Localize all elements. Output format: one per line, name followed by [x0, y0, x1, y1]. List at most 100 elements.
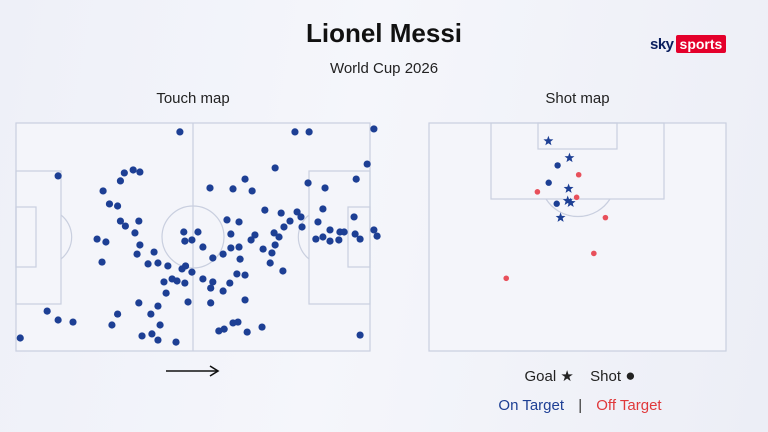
- legend-targets: On Target | Off Target: [470, 397, 690, 414]
- touch-point: [226, 279, 234, 287]
- legend-markers: Goal ★ Shot ●: [490, 366, 670, 386]
- shot-goal-star: [565, 197, 576, 208]
- touch-point: [148, 330, 156, 338]
- touch-point: [235, 218, 243, 226]
- touch-point: [268, 249, 276, 257]
- shot-off-target-point: [602, 214, 609, 221]
- sky-sports-logo: sky sports: [650, 35, 727, 53]
- touch-point: [266, 259, 274, 267]
- touch-point: [370, 125, 378, 133]
- touch-point: [54, 316, 62, 324]
- touch-point: [135, 299, 143, 307]
- touch-point: [314, 218, 322, 226]
- circle-icon: ●: [625, 366, 636, 385]
- touch-point: [326, 226, 334, 234]
- legend-on-target: On Target: [498, 397, 565, 414]
- touch-point: [188, 268, 196, 276]
- touch-point: [215, 327, 223, 335]
- touch-point: [172, 338, 180, 346]
- logo-sky: sky: [650, 35, 674, 53]
- touch-point: [99, 187, 107, 195]
- touch-point: [98, 258, 106, 266]
- shot-map-title: Shot map: [545, 90, 610, 107]
- touch-point: [194, 228, 202, 236]
- touch-point: [160, 278, 168, 286]
- touch-point: [176, 128, 184, 136]
- shot-on-target-point: [545, 179, 552, 186]
- touch-points: [16, 125, 381, 346]
- touch-point: [147, 310, 155, 318]
- touch-point: [298, 223, 306, 231]
- touch-point: [164, 262, 172, 270]
- touch-point: [305, 128, 313, 136]
- touch-point: [154, 302, 162, 310]
- touch-point: [356, 235, 364, 243]
- touch-point: [154, 336, 162, 344]
- touch-map-title: Touch map: [156, 90, 230, 107]
- star-icon: ★: [560, 368, 574, 385]
- touch-point: [229, 319, 237, 327]
- touch-point: [279, 267, 287, 275]
- legend-separator: |: [578, 397, 583, 414]
- touch-point: [199, 243, 207, 251]
- touch-point: [363, 160, 371, 168]
- touch-point: [243, 328, 251, 336]
- touch-point: [312, 235, 320, 243]
- touch-point: [206, 184, 214, 192]
- shot-off-target-point: [534, 189, 541, 195]
- attack-direction-arrow: [166, 365, 220, 377]
- touch-point: [335, 236, 343, 244]
- page-title: Lionel Messi: [305, 18, 463, 48]
- touch-point: [271, 164, 279, 172]
- shot-points: [503, 135, 609, 282]
- touch-point: [223, 216, 231, 224]
- touch-point: [184, 298, 192, 306]
- legend-goal-label: Goal: [524, 368, 557, 385]
- legend-off-target: Off Target: [596, 397, 662, 414]
- touch-point: [321, 184, 329, 192]
- touch-point: [277, 209, 285, 217]
- touch-point: [180, 228, 188, 236]
- shot-goal-star: [555, 212, 566, 222]
- shot-off-target-point: [503, 275, 510, 282]
- touch-point: [319, 205, 327, 213]
- touch-point: [286, 217, 294, 225]
- touch-point: [121, 222, 129, 230]
- touch-point: [116, 177, 125, 185]
- touch-point: [113, 310, 122, 318]
- touch-point: [150, 248, 158, 256]
- touch-point: [199, 275, 207, 283]
- touch-point: [16, 334, 24, 342]
- touch-point: [133, 250, 141, 258]
- shot-off-target-point: [575, 171, 582, 178]
- touch-point: [131, 229, 139, 237]
- touch-point: [261, 206, 269, 214]
- touch-point: [251, 231, 259, 239]
- touch-point: [227, 230, 235, 238]
- touch-point: [162, 289, 170, 297]
- touch-point: [293, 208, 301, 216]
- page-subtitle: World Cup 2026: [329, 60, 439, 77]
- touch-point: [93, 235, 101, 243]
- touch-point: [259, 245, 267, 253]
- touch-point: [154, 259, 162, 267]
- touch-point: [69, 318, 77, 326]
- touch-point: [229, 185, 237, 193]
- touch-point: [207, 284, 215, 292]
- shot-off-target-point: [591, 250, 597, 257]
- touch-point: [209, 278, 217, 286]
- touch-point: [304, 179, 312, 187]
- touch-point: [120, 169, 128, 177]
- touch-point: [271, 241, 279, 249]
- touch-point: [113, 202, 122, 210]
- touch-point: [241, 175, 249, 183]
- touch-point: [43, 307, 51, 315]
- touch-point: [248, 187, 256, 195]
- touch-point: [116, 217, 125, 225]
- touch-point: [54, 172, 62, 180]
- touch-point: [136, 241, 144, 249]
- touch-point: [129, 166, 137, 174]
- touch-point: [173, 277, 181, 285]
- touch-point: [370, 226, 378, 234]
